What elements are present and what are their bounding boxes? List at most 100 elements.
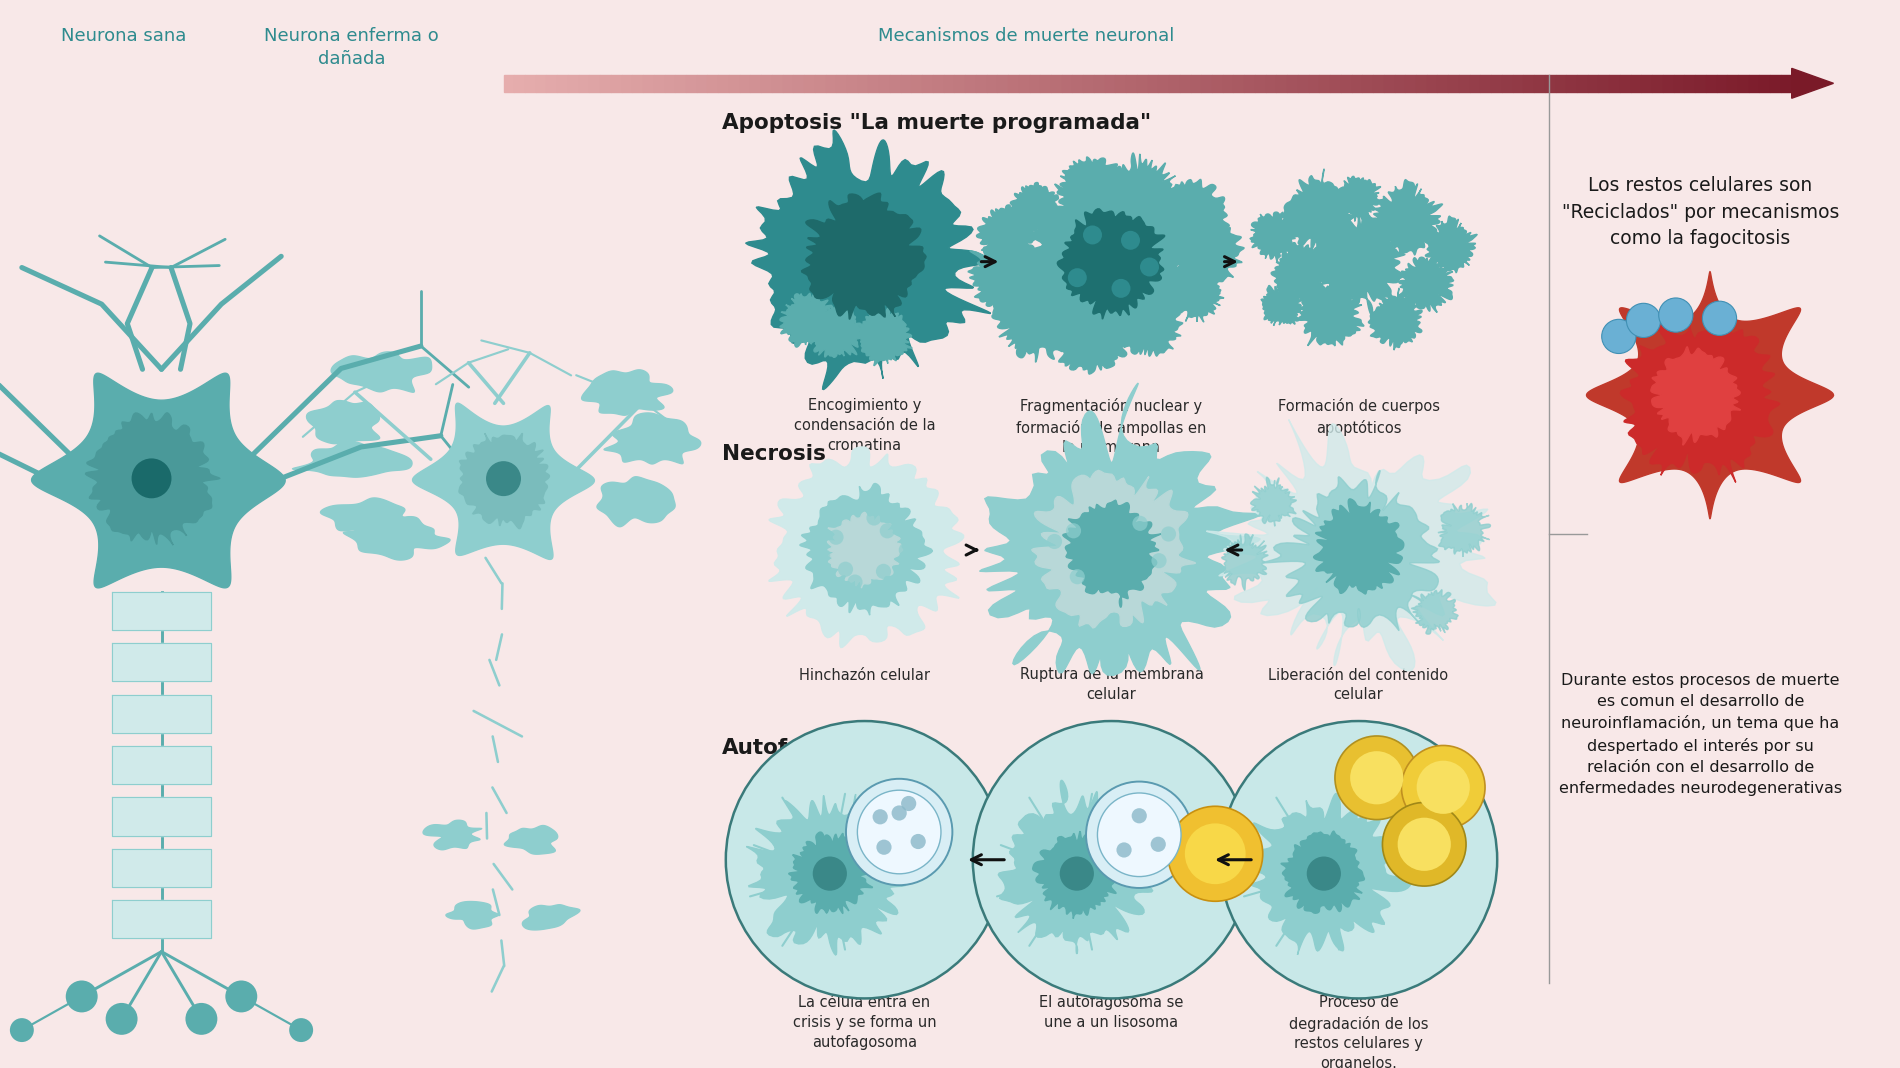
Ellipse shape [289,1018,314,1042]
Polygon shape [568,75,580,92]
Ellipse shape [1151,836,1167,852]
Polygon shape [783,75,794,92]
Polygon shape [1425,216,1476,272]
Polygon shape [1586,271,1834,519]
Polygon shape [112,643,211,681]
Ellipse shape [1087,782,1193,888]
Polygon shape [750,75,762,92]
Text: Fragmentación nuclear y
formación de ampollas en
la membrana: Fragmentación nuclear y formación de amp… [1017,398,1206,455]
Polygon shape [1621,75,1630,92]
Ellipse shape [226,980,256,1012]
Text: Los restos celulares son
"Reciclados" por mecanismos
como la fagocitosis: Los restos celulares son "Reciclados" po… [1562,176,1839,248]
Polygon shape [800,484,933,615]
Polygon shape [1180,75,1191,92]
Polygon shape [857,307,912,365]
Ellipse shape [1047,534,1062,549]
Text: Apoptosis "La muerte programada": Apoptosis "La muerte programada" [722,113,1151,132]
Polygon shape [654,75,665,92]
Text: Neurona enferma o
dañada: Neurona enferma o dañada [264,27,439,68]
Polygon shape [1368,288,1421,350]
Polygon shape [32,373,285,587]
Polygon shape [762,75,771,92]
Polygon shape [1094,75,1104,92]
Polygon shape [969,240,1047,315]
Polygon shape [1556,75,1566,92]
Polygon shape [665,75,674,92]
Polygon shape [1191,75,1201,92]
Polygon shape [1566,75,1577,92]
Polygon shape [1062,500,1161,607]
Polygon shape [1298,75,1309,92]
Polygon shape [1030,75,1041,92]
Polygon shape [802,193,925,319]
Polygon shape [1492,75,1501,92]
Polygon shape [1009,75,1018,92]
Polygon shape [344,517,450,560]
Polygon shape [1264,470,1440,630]
Ellipse shape [1098,792,1182,877]
Polygon shape [1630,75,1642,92]
Polygon shape [1524,75,1533,92]
Polygon shape [642,75,654,92]
Ellipse shape [1307,857,1341,891]
Polygon shape [977,75,986,92]
Polygon shape [1265,75,1277,92]
Ellipse shape [1112,279,1130,298]
Ellipse shape [1398,818,1452,870]
Polygon shape [980,383,1260,675]
Polygon shape [806,303,861,358]
Polygon shape [901,75,912,92]
Polygon shape [1313,499,1404,594]
Polygon shape [788,832,872,913]
Polygon shape [1015,167,1212,356]
Ellipse shape [1186,823,1246,884]
Polygon shape [1115,75,1127,92]
Polygon shape [1416,75,1427,92]
Ellipse shape [10,1018,34,1042]
Polygon shape [868,75,880,92]
Polygon shape [1512,75,1524,92]
Polygon shape [547,75,557,92]
Polygon shape [1545,75,1556,92]
Text: El autofagosoma se
une a un lisosoma: El autofagosoma se une a un lisosoma [1039,995,1184,1031]
Polygon shape [1307,210,1406,315]
Polygon shape [424,820,481,850]
Ellipse shape [901,796,916,811]
Polygon shape [1398,257,1454,312]
Polygon shape [1448,75,1459,92]
Polygon shape [600,75,612,92]
Ellipse shape [1702,301,1737,335]
Polygon shape [1282,169,1357,254]
Polygon shape [557,75,568,92]
Polygon shape [880,75,889,92]
Polygon shape [992,272,1075,362]
Polygon shape [1771,75,1780,92]
Polygon shape [944,75,954,92]
Polygon shape [1330,75,1341,92]
Polygon shape [1459,75,1471,92]
Text: La célula entra en
crisis y se forma un
autofagosoma: La célula entra en crisis y se forma un … [792,995,937,1050]
Ellipse shape [486,461,521,497]
Text: Liberación del contenido
celular: Liberación del contenido celular [1269,668,1448,703]
Text: Encogimiento y
condensación de la
cromatina: Encogimiento y condensación de la cromat… [794,398,935,453]
Polygon shape [112,849,211,886]
Polygon shape [922,75,933,92]
Text: Hinchazón celular: Hinchazón celular [800,668,929,682]
Polygon shape [730,75,739,92]
Ellipse shape [1383,802,1467,886]
Polygon shape [1438,503,1490,556]
Polygon shape [1248,794,1412,955]
Polygon shape [112,592,211,630]
Polygon shape [815,75,825,92]
Text: Ruptura de la membrana
celular: Ruptura de la membrana celular [1020,668,1203,703]
Polygon shape [1136,75,1148,92]
Polygon shape [1104,153,1182,237]
Polygon shape [446,901,500,929]
Polygon shape [581,370,673,415]
Ellipse shape [857,790,940,874]
Polygon shape [306,400,380,443]
Ellipse shape [838,562,853,577]
Ellipse shape [726,721,1003,999]
Polygon shape [977,205,1036,268]
Polygon shape [604,413,701,464]
